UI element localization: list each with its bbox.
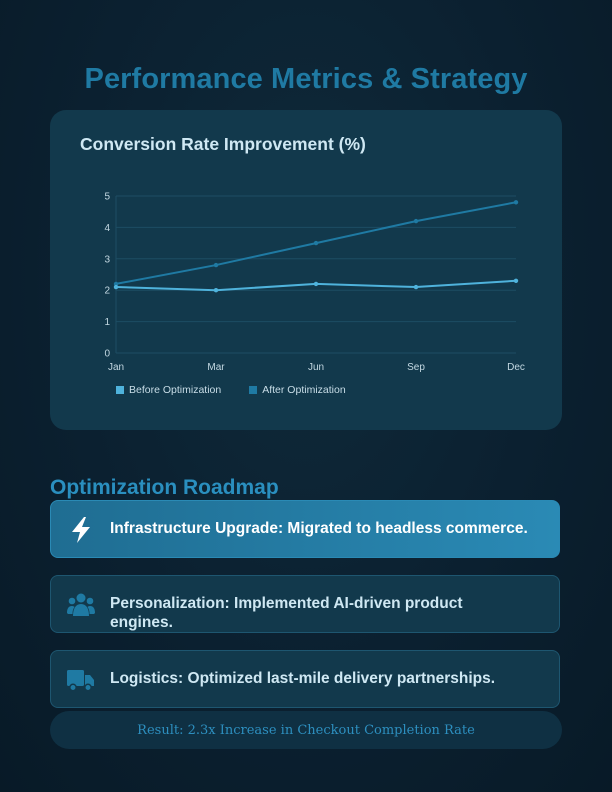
x-tick-label: Jan <box>108 362 124 373</box>
grid-lines <box>116 195 516 354</box>
series-lines <box>113 200 519 293</box>
roadmap-item-text: Infrastructure Upgrade: Migrated to head… <box>110 520 528 537</box>
data-point-before[interactable] <box>213 288 219 293</box>
roadmap-item-personalization[interactable]: Personalization: Implemented AI-driven p… <box>50 575 560 633</box>
data-point-before[interactable] <box>413 284 419 290</box>
x-axis: Jan Mar Jun Sep Dec <box>108 362 525 373</box>
data-point-before[interactable] <box>113 284 119 290</box>
y-tick-label: 5 <box>104 192 110 203</box>
x-tick-label: Dec <box>507 362 525 373</box>
data-point-before[interactable] <box>313 281 319 287</box>
y-tick-label: 3 <box>104 254 110 265</box>
x-tick-label: Jun <box>308 362 324 373</box>
line-chart: 0 1 2 3 4 5 Jan Mar Jun Sep Dec <box>104 192 525 374</box>
legend-swatch-after <box>249 386 258 394</box>
x-tick-label: Sep <box>407 362 425 373</box>
y-tick-label: 0 <box>104 349 110 360</box>
roadmap-item-infrastructure[interactable]: Infrastructure Upgrade: Migrated to head… <box>50 500 560 558</box>
roadmap-item-text: Logistics: Optimized last-mile delivery … <box>110 670 496 687</box>
data-point-after[interactable] <box>513 200 519 205</box>
roadmap-item-text: Personalization: Implemented AI-driven p… <box>110 595 463 631</box>
users-icon <box>67 591 95 619</box>
legend-label-after: After Optimization <box>262 384 346 396</box>
legend-label-before: Before Optimization <box>129 384 222 396</box>
data-point-after[interactable] <box>213 262 219 268</box>
roadmap-item-logistics[interactable]: Logistics: Optimized last-mile delivery … <box>50 650 560 708</box>
y-tick-label: 4 <box>104 223 110 234</box>
legend-item-after[interactable]: After Optimization <box>249 384 346 396</box>
data-point-after[interactable] <box>113 281 119 287</box>
truck-icon <box>67 666 95 694</box>
bolt-icon <box>67 516 95 544</box>
chart-legend: Before Optimization After Optimization <box>116 384 346 396</box>
data-point-after[interactable] <box>313 240 319 246</box>
legend-item-before[interactable]: Before Optimization <box>116 384 221 396</box>
data-point-before[interactable] <box>513 278 519 283</box>
roadmap-title: Optimization Roadmap <box>50 476 279 500</box>
y-tick-label: 2 <box>104 286 110 297</box>
legend-swatch-before <box>116 386 124 394</box>
y-axis: 0 1 2 3 4 5 <box>104 192 117 360</box>
y-tick-label: 1 <box>104 317 110 328</box>
chart-card: Conversion Rate Improvement (%) 0 1 2 3 4 5 J… <box>50 110 562 430</box>
x-tick-label: Mar <box>207 362 225 373</box>
page-title: Performance Metrics & Strategy <box>84 63 528 96</box>
result-banner: Result: 2.3x Increase in Checkout Comple… <box>50 711 562 749</box>
chart-title: Conversion Rate Improvement (%) <box>80 134 366 154</box>
data-point-after[interactable] <box>413 218 419 224</box>
